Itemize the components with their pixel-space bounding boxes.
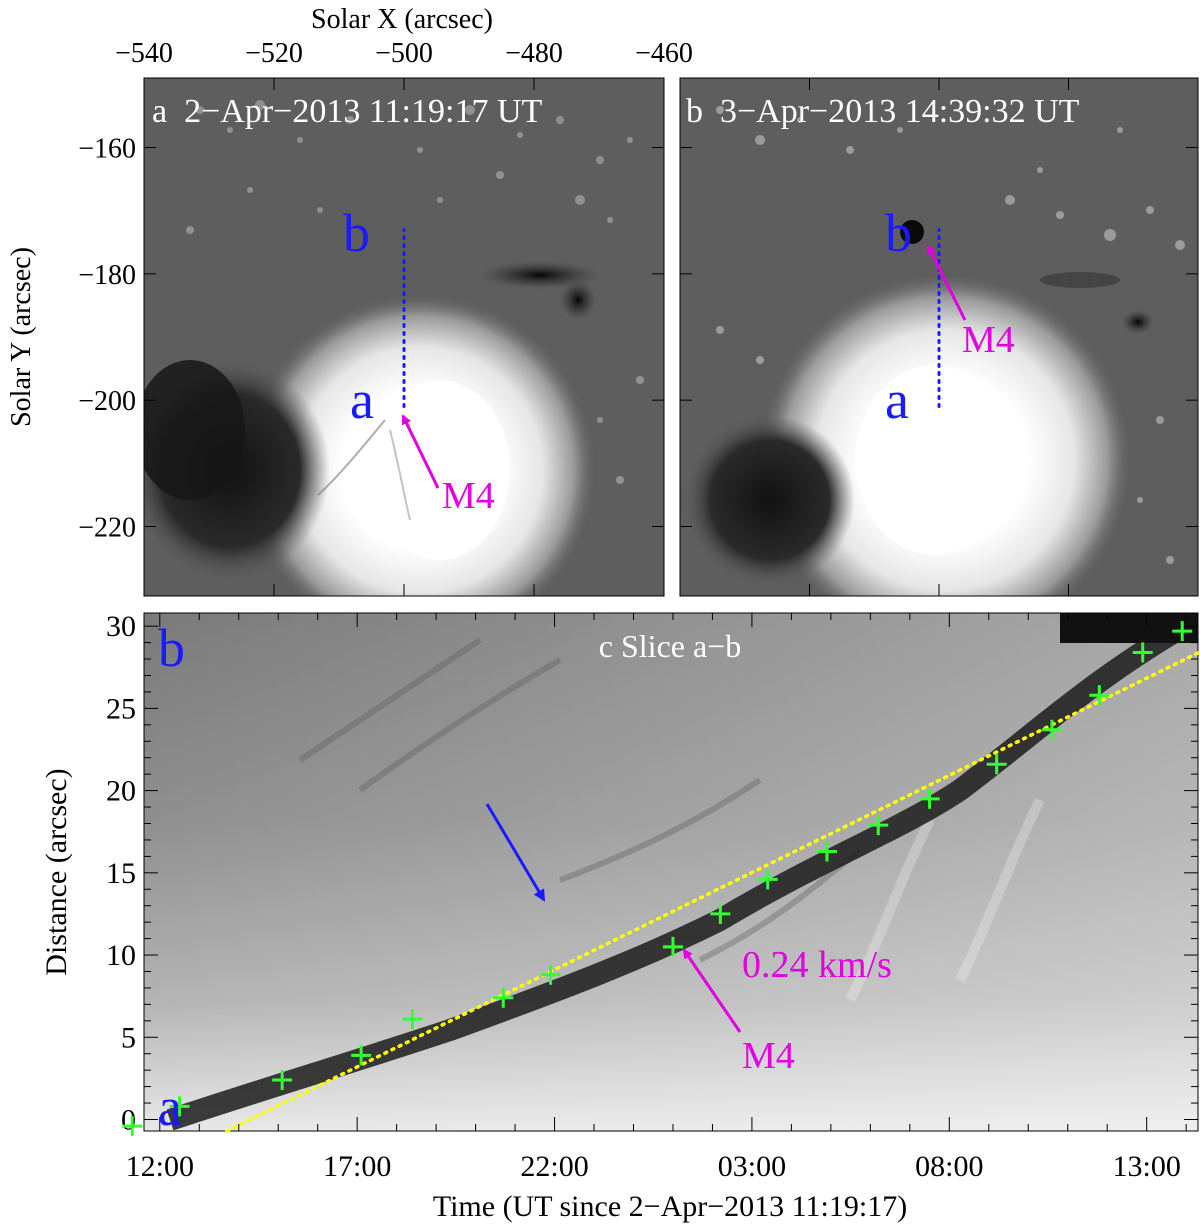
data-point [662,936,683,957]
data-point [169,1096,190,1117]
x-tick-label: −500 [375,38,433,69]
y-tick-label: −200 [78,386,136,417]
panel-c-point-a: a [158,1077,182,1137]
panel-c-title: c Slice a−b [599,628,741,664]
panel-b-point-a: a [885,370,909,430]
x-tick-label: −480 [505,38,563,69]
data-point [122,1116,143,1137]
panel-c-axes: 12:00 17:00 22:00 03:00 08:00 13:00 0 5 10 15 20 25… [106,610,1198,1183]
y-tick-label: −220 [78,513,136,544]
panel-c-point-b: b [158,618,185,678]
data-point [868,815,889,836]
panel-b-point-b: b [885,203,912,263]
speed-label: 0.24 km/s [742,944,892,986]
marker-series [122,621,1193,1137]
x-tick-label: 03:00 [718,1150,786,1183]
panel-b-image [680,78,1198,596]
x-tick-label: −520 [245,38,303,69]
panel-b-title: b 3−Apr−2013 14:39:32 UT [686,93,1080,130]
panel-a-point-b: b [343,203,370,263]
y-tick-label: 25 [106,692,136,725]
panel-a-feature-arrow [401,414,440,489]
data-point [757,869,778,890]
panel-c-blue-arrow [485,803,546,902]
panel-b-axes [679,78,1199,596]
data-point [402,1009,423,1030]
y-tick-label: 15 [106,857,136,890]
data-point [919,788,940,809]
x-tick-label: 17:00 [323,1150,391,1183]
data-point [1041,719,1062,740]
data-point [272,1070,293,1091]
panel-b-feature-label: M4 [962,319,1015,361]
data-point [816,841,837,862]
panel-b-feature-arrow [926,244,967,321]
fit-line-path [225,649,1200,1133]
panel-a-y-axis-label: Solar Y (arcsec) [6,247,37,427]
data-point [540,964,561,985]
panel-c-image [144,613,1198,1131]
y-tick-label: 0 [121,1103,136,1136]
data-point [351,1045,372,1066]
x-tick-label: 12:00 [126,1150,194,1183]
x-tick-label: 08:00 [915,1150,983,1183]
data-point [986,754,1007,775]
panel-a-title: a 2−Apr−2013 11:19:17 UT [152,93,543,130]
slice-lines [402,228,941,408]
panel-a-feature-label: M4 [442,475,495,517]
y-tick-label: −160 [78,133,136,164]
panel-a-point-a: a [350,370,374,430]
data-point [710,903,731,924]
fit-line [225,649,1200,1133]
data-point [1132,642,1153,663]
y-tick-label: 30 [106,610,136,643]
y-tick-label: 5 [121,1021,136,1054]
y-tick-label: 20 [106,775,136,808]
data-point [493,987,514,1008]
data-point [1172,621,1193,642]
x-tick-label: 13:00 [1113,1150,1181,1183]
panel-a-axes: −540 −520 −500 −480 −460 −160 −180 −200 −220 [78,38,693,596]
y-tick-label: −180 [78,260,136,291]
x-tick-label: 22:00 [520,1150,588,1183]
panel-c-feature-arrow [682,948,742,1033]
top-axis-label: Solar X (arcsec) [311,4,493,35]
x-tick-label: −540 [115,38,173,69]
panel-c-feature-label: M4 [742,1035,795,1077]
y-tick-label: 10 [106,939,136,972]
panel-a-image [144,78,664,596]
panel-c-y-axis-label: Distance (arcsec) [40,768,73,975]
x-tick-label: −460 [635,38,693,69]
data-point [1089,685,1110,706]
panel-c-x-axis-label: Time (UT since 2−Apr−2013 11:19:17) [433,1190,907,1223]
